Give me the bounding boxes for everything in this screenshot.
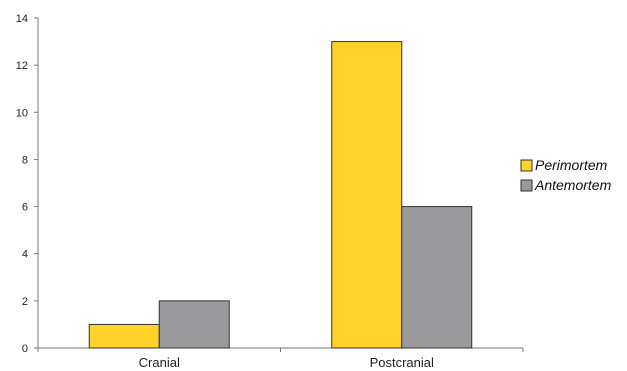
bar-antemortem-cranial [158, 300, 230, 349]
x-category-label: Postcranial [370, 355, 434, 370]
legend: Perimortem Antemortem [520, 157, 612, 193]
legend-swatch-antemortem [520, 179, 533, 192]
x-category-label: Cranial [139, 355, 180, 370]
legend-label-perimortem: Perimortem [535, 157, 608, 173]
y-tick-label: 14 [16, 13, 28, 25]
y-tick-label: 8 [22, 154, 28, 166]
y-tick-label: 0 [22, 343, 28, 355]
y-tick-label: 2 [22, 296, 28, 308]
bar-perimortem-cranial [88, 323, 160, 349]
bars [88, 41, 473, 349]
legend-label-antemortem: Antemortem [534, 177, 612, 193]
y-tick-label: 6 [22, 202, 28, 214]
bar-antemortem-postcranial [401, 206, 473, 349]
y-tick-label: 10 [16, 107, 28, 119]
y-axis: 0 2 4 6 8 10 12 14 [16, 13, 39, 355]
legend-swatch-perimortem [520, 159, 533, 172]
x-axis: Cranial Postcranial [37, 347, 524, 370]
y-tick-label: 12 [16, 60, 28, 72]
y-tick-label: 4 [22, 249, 28, 261]
bar-perimortem-postcranial [331, 41, 403, 349]
